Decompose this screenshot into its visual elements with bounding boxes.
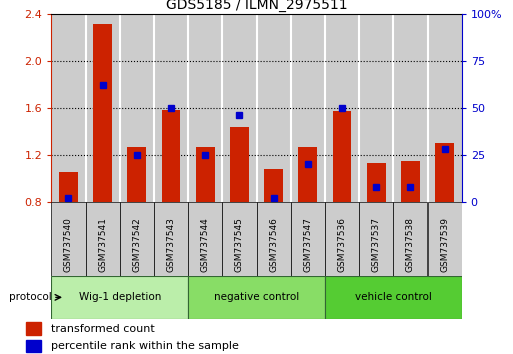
Bar [51,276,188,319]
Bar [222,202,256,276]
Bar [325,276,462,319]
Text: GSM737539: GSM737539 [440,217,449,273]
Text: GSM737542: GSM737542 [132,218,141,273]
Bar [359,202,393,276]
Text: vehicle control: vehicle control [355,292,432,302]
Bar [188,276,325,319]
Text: GSM737544: GSM737544 [201,218,210,273]
Text: GSM737538: GSM737538 [406,217,415,273]
Bar [127,147,146,202]
Bar [332,112,351,202]
Bar [256,202,291,276]
Bar [59,172,78,202]
Bar [188,202,222,276]
Text: transformed count: transformed count [51,324,155,333]
Bar [401,161,420,202]
Bar [154,202,188,276]
Bar [86,14,120,202]
Bar [435,143,454,202]
Bar [393,202,427,276]
Bar [120,202,154,276]
Bar [222,14,256,202]
Bar [264,169,283,202]
Title: GDS5185 / ILMN_2975511: GDS5185 / ILMN_2975511 [166,0,347,12]
Bar [427,14,462,202]
Bar [26,340,41,352]
Text: Wig-1 depletion: Wig-1 depletion [78,292,161,302]
Bar [26,322,41,335]
Bar [51,202,86,276]
Text: protocol: protocol [9,292,52,302]
Bar [120,14,154,202]
Bar [86,202,120,276]
Text: GSM737541: GSM737541 [98,217,107,273]
Bar [291,14,325,202]
Bar [367,163,386,202]
Bar [230,127,249,202]
Text: GSM737547: GSM737547 [303,217,312,273]
Text: GSM737546: GSM737546 [269,217,278,273]
Bar [162,110,181,202]
Bar [93,24,112,202]
Text: GSM737543: GSM737543 [167,217,175,273]
Text: GSM737540: GSM737540 [64,217,73,273]
Bar [154,14,188,202]
Text: percentile rank within the sample: percentile rank within the sample [51,341,239,351]
Bar [291,202,325,276]
Text: negative control: negative control [214,292,299,302]
Bar [188,14,222,202]
Bar [196,147,214,202]
Text: GSM737545: GSM737545 [235,217,244,273]
Bar [427,202,462,276]
Bar [51,14,86,202]
Bar [359,14,393,202]
Bar [393,14,427,202]
Bar [325,14,359,202]
Bar [325,202,359,276]
Bar [299,147,317,202]
Text: GSM737536: GSM737536 [338,217,346,273]
Text: GSM737537: GSM737537 [372,217,381,273]
Bar [256,14,291,202]
